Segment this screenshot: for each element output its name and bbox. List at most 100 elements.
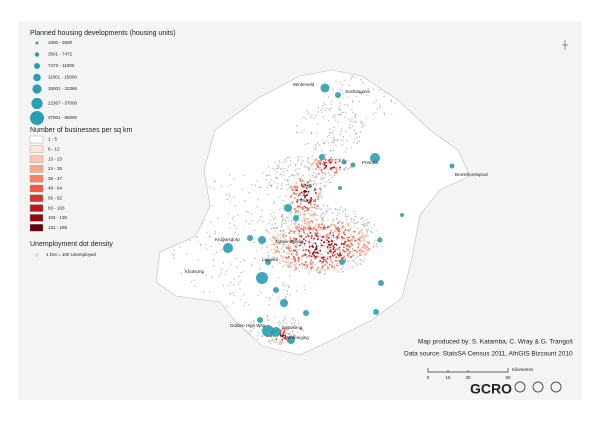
unemployment-dot xyxy=(282,232,285,235)
unemployment-dot xyxy=(366,251,368,253)
unemployment-dot xyxy=(196,236,198,239)
unemployment-dot xyxy=(355,113,357,115)
unemployment-dot xyxy=(329,207,332,210)
business-cell xyxy=(323,164,326,166)
business-cell xyxy=(341,237,343,239)
business-cell xyxy=(351,244,353,246)
unemployment-dot xyxy=(274,161,276,163)
legend-title: Planned housing developments (housing un… xyxy=(30,30,176,37)
unemployment-dot xyxy=(318,168,321,170)
unemployment-dot xyxy=(373,242,375,244)
unemployment-dot xyxy=(351,121,353,124)
unemployment-dot xyxy=(330,237,332,239)
unemployment-dot xyxy=(282,319,285,321)
unemployment-dot xyxy=(338,212,340,214)
legend-dot xyxy=(35,253,39,257)
business-cell xyxy=(363,244,365,246)
business-cell xyxy=(323,241,325,244)
business-cell xyxy=(347,223,350,226)
unemployment-dot xyxy=(320,236,323,238)
unemployment-dot xyxy=(331,252,333,254)
legend-label: 131 - 188 xyxy=(48,225,68,230)
business-cell xyxy=(310,214,313,217)
business-cell xyxy=(324,166,327,169)
unemployment-dot xyxy=(253,241,255,243)
unemployment-dot xyxy=(260,292,262,294)
unemployment-dot xyxy=(338,220,340,222)
unemployment-dot xyxy=(261,335,263,338)
business-cell xyxy=(296,222,298,224)
unemployment-dot xyxy=(365,94,367,96)
unemployment-dot xyxy=(281,173,283,175)
legend-symbol xyxy=(34,52,40,57)
business-cell xyxy=(294,257,296,260)
unemployment-dot xyxy=(225,270,228,272)
business-cell xyxy=(339,220,341,223)
business-cell xyxy=(320,244,323,247)
unemployment-dot xyxy=(327,142,330,144)
unemployment-dot xyxy=(332,88,334,91)
unemployment-dot xyxy=(311,206,313,208)
business-cell xyxy=(315,207,318,209)
unemployment-dot xyxy=(256,338,259,341)
business-cell xyxy=(304,195,307,197)
unemployment-dot xyxy=(322,213,324,215)
business-cell xyxy=(310,220,313,222)
unemployment-dot xyxy=(290,220,293,222)
business-cell xyxy=(312,252,315,254)
unemployment-dot xyxy=(225,193,227,196)
unemployment-dot xyxy=(321,111,323,113)
unemployment-dot xyxy=(283,204,285,207)
unemployment-dot xyxy=(306,256,308,258)
business-cell xyxy=(281,335,284,338)
unemployment-dot xyxy=(307,142,309,145)
unemployment-dot xyxy=(327,172,329,174)
unemployment-dot xyxy=(352,266,354,269)
unemployment-dot xyxy=(330,234,333,237)
unemployment-dot xyxy=(317,239,319,241)
unemployment-dot xyxy=(326,265,328,267)
unemployment-dot xyxy=(311,114,313,117)
unemployment-dot xyxy=(294,213,296,215)
unemployment-dot xyxy=(213,180,215,182)
unemployment-dot xyxy=(342,93,344,95)
unemployment-dot xyxy=(349,135,351,137)
legend-label: 22367 - 37000 xyxy=(48,101,78,106)
business-cell xyxy=(297,259,300,262)
business-cell xyxy=(326,267,329,270)
unemployment-dot xyxy=(283,260,286,262)
unemployment-dot xyxy=(349,267,351,269)
unemployment-dot xyxy=(341,144,344,146)
business-cell xyxy=(289,202,292,205)
unemployment-dot xyxy=(348,118,350,121)
unemployment-dot xyxy=(308,243,311,245)
unemployment-dot xyxy=(286,184,288,186)
unemployment-dot xyxy=(335,238,338,241)
unemployment-dot xyxy=(250,330,252,333)
business-cell xyxy=(325,260,327,262)
business-cell xyxy=(359,240,362,243)
unemployment-dot xyxy=(325,213,327,215)
business-cell xyxy=(317,224,320,226)
unemployment-dot xyxy=(335,80,337,82)
unemployment-dot xyxy=(337,121,339,123)
unemployment-dot xyxy=(229,292,231,294)
unemployment-dot xyxy=(365,228,367,230)
unemployment-dot xyxy=(383,112,385,114)
unemployment-dot xyxy=(272,227,275,229)
business-cell xyxy=(329,259,332,262)
legend-symbol xyxy=(31,97,43,110)
unemployment-dot xyxy=(253,229,256,232)
unemployment-dot xyxy=(281,213,284,216)
business-cell xyxy=(311,245,313,247)
unemployment-dot xyxy=(284,318,287,320)
unemployment-dot xyxy=(249,333,251,335)
business-cell xyxy=(315,269,318,271)
unemployment-dot xyxy=(338,209,341,211)
unemployment-dot xyxy=(352,210,355,212)
business-cell xyxy=(335,170,338,172)
place-label: Bronkhorstspruit xyxy=(455,172,489,177)
business-cell xyxy=(296,199,299,201)
business-cell xyxy=(363,236,366,238)
unemployment-dot xyxy=(340,111,343,114)
